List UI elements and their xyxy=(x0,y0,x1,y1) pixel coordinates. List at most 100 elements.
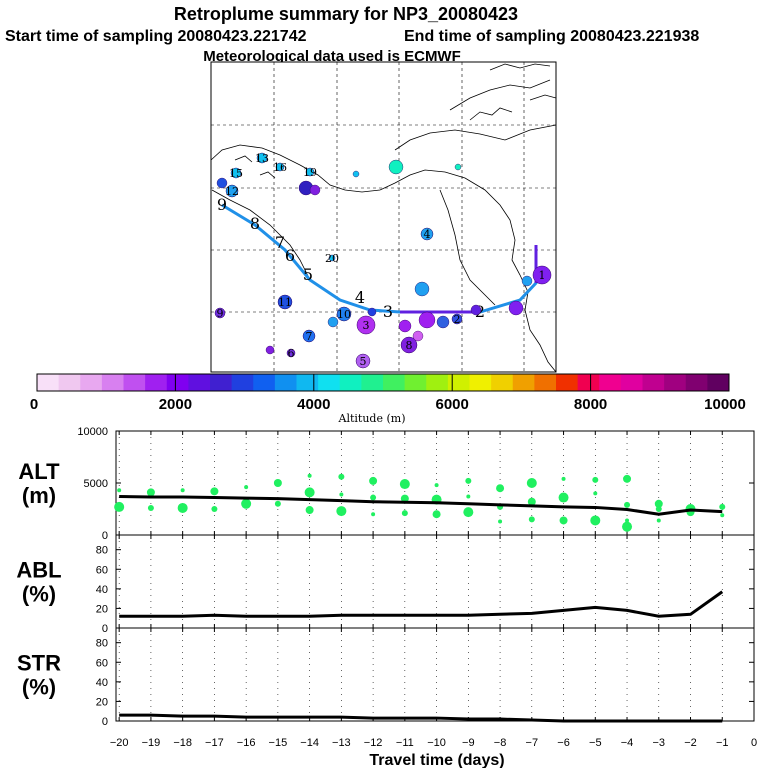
x-tick-label: −4 xyxy=(621,737,634,749)
altitude-point xyxy=(654,499,663,508)
plume-cluster-marker xyxy=(328,254,336,262)
track-day-label: 4 xyxy=(355,288,365,307)
plume-cluster-label: 3 xyxy=(363,319,370,332)
colorbar-cell xyxy=(318,374,341,391)
altitude-point xyxy=(624,501,631,508)
plume-cluster-dot xyxy=(470,304,482,316)
altitude-point xyxy=(592,476,599,483)
colorbar-cell xyxy=(620,374,643,391)
panel-ylabel: ABL xyxy=(16,558,61,583)
x-tick-label: −14 xyxy=(300,737,319,749)
altitude-point xyxy=(147,504,154,511)
altitude-point xyxy=(625,518,630,523)
x-tick-label: −5 xyxy=(589,737,602,749)
altitude-point xyxy=(307,473,312,478)
x-tick-label: −11 xyxy=(396,737,414,749)
plume-cluster-label: 15 xyxy=(229,167,243,180)
altitude-point xyxy=(623,474,632,483)
altitude-point xyxy=(561,476,566,481)
altitude-point xyxy=(369,476,378,485)
altitude-point xyxy=(498,519,503,524)
plume-cluster-dot xyxy=(508,300,524,316)
altitude-median-line xyxy=(119,495,723,516)
colorbar-cell xyxy=(145,374,168,391)
plume-cluster-label: 5 xyxy=(360,355,367,368)
x-tick-label: −13 xyxy=(332,737,351,749)
plume-cluster-dot xyxy=(521,275,533,287)
x-tick-label: −12 xyxy=(364,737,383,749)
x-tick-label: −7 xyxy=(526,737,539,749)
y-tick-label: 20 xyxy=(96,603,108,615)
colorbar-cell xyxy=(664,374,687,391)
altitude-point xyxy=(114,501,125,512)
altitude-point xyxy=(466,494,471,499)
plume-cluster-label: 20 xyxy=(325,252,339,265)
plume-cluster-dot xyxy=(418,311,436,329)
colorbar-tick-label: 4000 xyxy=(297,396,330,413)
plume-cluster-label: 2 xyxy=(454,313,461,326)
colorbar-cell xyxy=(404,374,427,391)
plume-cluster-label: 16 xyxy=(273,161,287,174)
colorbar-label: Altitude (m) xyxy=(338,412,406,425)
altitude-point xyxy=(655,506,662,512)
altitude-point xyxy=(527,497,536,506)
plume-cluster-dot xyxy=(454,163,462,171)
track-day-label: 8 xyxy=(250,214,260,233)
y-tick-label: 80 xyxy=(96,638,108,650)
altitude-point xyxy=(720,513,725,518)
plume-cluster-label: 9 xyxy=(217,307,224,320)
altitude-point xyxy=(304,487,315,498)
x-tick-label: −2 xyxy=(684,737,697,749)
colorbar-cell xyxy=(577,374,600,391)
altitude-point xyxy=(528,516,535,523)
plume-cluster-dot xyxy=(216,177,228,189)
plume-cluster-marker xyxy=(230,167,242,179)
panel-ylabel-unit: (%) xyxy=(22,582,56,607)
colorbar: 0 2000 4000 6000 8000 10000 Altitude (m) xyxy=(30,373,746,425)
plume-cluster-label: 12 xyxy=(225,185,239,198)
altitude-point xyxy=(370,494,377,501)
altitude-point xyxy=(336,506,347,517)
colorbar-cell xyxy=(685,374,708,391)
colorbar-tick-label: 8000 xyxy=(574,396,607,413)
colorbar-cell xyxy=(556,374,579,391)
plume-cluster-marker xyxy=(225,184,239,198)
met-data-text: Meteorological data used is ECMWF xyxy=(203,48,461,65)
plume-cluster-marker xyxy=(214,307,226,319)
colorbar-cell xyxy=(339,374,362,391)
plume-cluster-marker xyxy=(400,336,418,354)
x-tick-label: −20 xyxy=(110,737,129,749)
altitude-point xyxy=(622,521,633,532)
colorbar-cell xyxy=(426,374,449,391)
plume-cluster-dot xyxy=(352,170,360,178)
track-day-label: 3 xyxy=(383,302,393,321)
altitude-point xyxy=(496,484,505,493)
plume-cluster-dot xyxy=(436,315,450,329)
panel-frame xyxy=(115,627,755,722)
y-tick-label: 10000 xyxy=(77,426,108,438)
plume-cluster-dot xyxy=(309,184,321,196)
altitude-point xyxy=(559,516,568,525)
track-day-label: 5 xyxy=(303,265,313,284)
y-tick-label: 0 xyxy=(102,716,108,728)
plume-cluster-label: 8 xyxy=(406,339,413,352)
plume-cluster-label: 19 xyxy=(303,166,317,179)
x-tick-label: −16 xyxy=(237,737,256,749)
time-series-panels: 1000050000ALT(m)806040200ABL(%)806040200… xyxy=(16,426,755,728)
colorbar-cell xyxy=(361,374,384,391)
plume-cluster-marker xyxy=(305,167,315,177)
altitude-point xyxy=(434,483,439,488)
colorbar-cell xyxy=(383,374,406,391)
plume-cluster-dot xyxy=(367,307,377,317)
plume-cluster-dot xyxy=(327,316,339,328)
figure-title: Retroplume summary for NP3_20080423 xyxy=(174,4,518,24)
x-tick-label: −15 xyxy=(269,737,288,749)
altitude-point xyxy=(590,515,601,526)
y-tick-label: 40 xyxy=(96,677,108,689)
x-tick-label: −6 xyxy=(557,737,570,749)
x-axis: −20 −19 −18 −17 −16 −15 −14 −13 −12 −11 −10 −9 −8 −7−… xyxy=(110,737,757,749)
altitude-point xyxy=(719,503,726,510)
altitude-point xyxy=(401,510,408,517)
plume-cluster-marker xyxy=(256,152,268,164)
